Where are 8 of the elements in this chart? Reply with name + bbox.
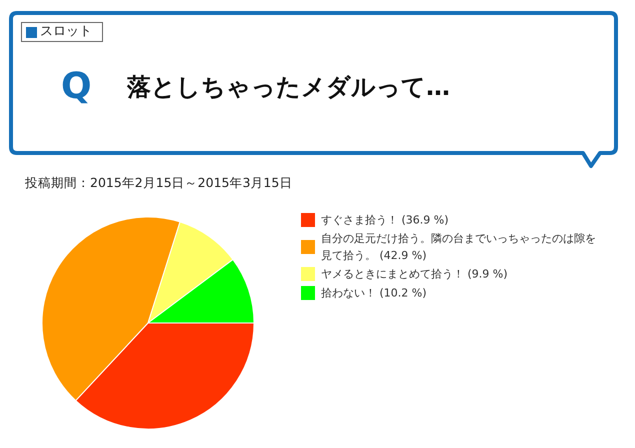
- legend-label: 自分の足元だけ拾う。隣の台までいっちゃったのは隙を見て拾う。 (42.9 %): [321, 232, 596, 262]
- chart-title: 落としちゃったメダルって…: [127, 72, 450, 102]
- chart-subtitle: 投稿期間：2015年2月15日～2015年3月15日: [25, 174, 292, 191]
- legend-label: すぐさま拾う！ (36.9 %): [321, 214, 449, 226]
- text: Q: [61, 66, 92, 108]
- text: スロット: [40, 23, 92, 41]
- legend-label: 拾わない！ (10.2 %): [321, 286, 427, 300]
- legend-label: ヤメるときにまとめて拾う！ (9.9 %): [321, 268, 508, 280]
